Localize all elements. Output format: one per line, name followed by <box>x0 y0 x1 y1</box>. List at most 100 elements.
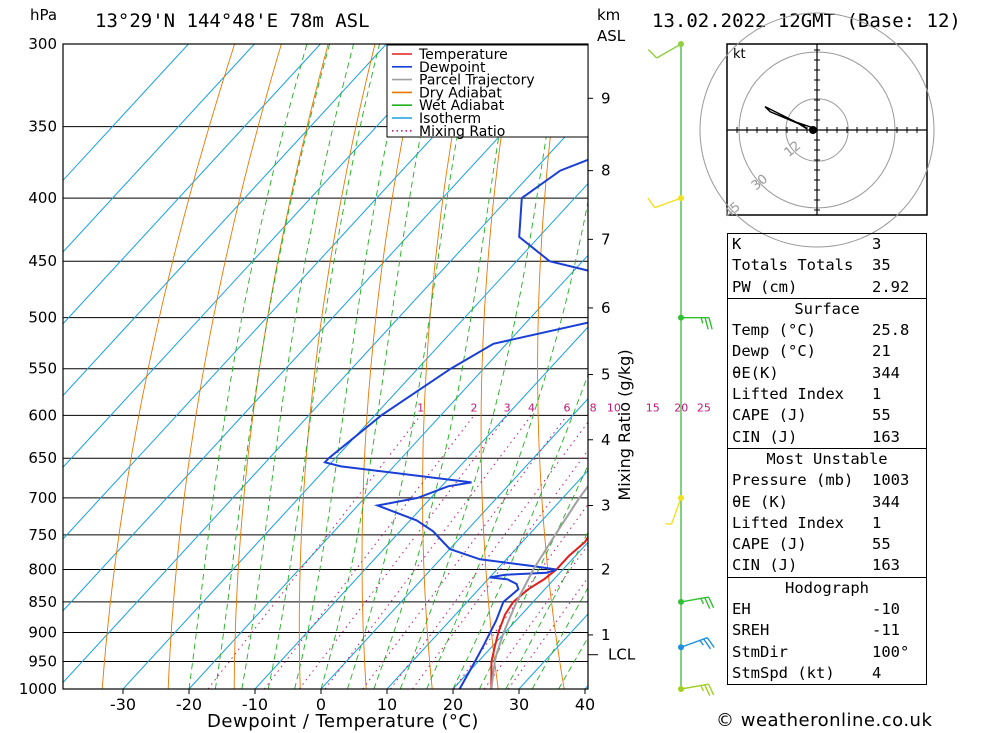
pressure-tick-label: 600 <box>28 406 57 424</box>
wind-barb-point <box>678 494 684 501</box>
index-value: 25.8 <box>872 321 910 340</box>
index-label: K <box>732 235 742 253</box>
wet-adiabat-line <box>373 44 516 689</box>
isotherm-line <box>63 44 189 182</box>
indices-row: PW (cm) 2.92 <box>728 277 927 299</box>
index-value: 163 <box>872 427 900 446</box>
index-value: 35 <box>872 256 891 275</box>
isotherm-line <box>320 398 588 689</box>
indices-row: EH -10 <box>728 599 927 620</box>
indices-row: Pressure (mb) 1003 <box>728 470 927 491</box>
wind-barb-flag <box>704 597 711 609</box>
isotherm-line <box>63 44 255 253</box>
index-label: CAPE (J) <box>732 406 807 425</box>
wind-barb-shaft <box>670 497 682 525</box>
dry-adiabat-line <box>233 44 329 689</box>
index-label: Surface <box>727 297 927 321</box>
wind-barb-point <box>678 41 684 47</box>
isotherm-line <box>63 44 519 540</box>
height-tick-label: 9 <box>601 89 611 107</box>
mixing-ratio-axis-title: Mixing Ratio (g/kg) <box>615 349 634 500</box>
wind-barb-flag <box>700 685 705 692</box>
mixing-ratio-line <box>324 415 532 689</box>
indices-row: Dewp (°C) 21 <box>728 341 927 362</box>
isotherm-line <box>386 469 588 689</box>
wind-barb-point <box>678 644 684 651</box>
height-unit-label-2: ASL <box>597 27 626 45</box>
wind-barb-point <box>678 686 684 692</box>
index-label: Dewp (°C) <box>732 342 816 361</box>
index-value: 1003 <box>872 471 910 490</box>
wind-barb-shaft <box>656 43 682 59</box>
index-value: 3 <box>872 235 882 253</box>
index-label: CAPE (J) <box>732 535 807 554</box>
mixing-ratio-label: 4 <box>528 401 535 414</box>
wind-barb-flag <box>706 637 715 648</box>
mixing-ratio-label: 1 <box>417 401 424 414</box>
indices-row: Surface <box>727 297 927 321</box>
indices-table: K 3 Totals Totals 35 PW (cm) 2.92 Surface Temp … <box>727 233 927 686</box>
legend-label: Wet Adiabat <box>419 98 505 114</box>
index-label: Pressure (mb) <box>732 471 854 490</box>
height-tick-label: 5 <box>601 366 611 384</box>
pressure-tick-label: 500 <box>28 309 57 327</box>
wind-barb-flag <box>704 684 711 696</box>
indices-row: Totals Totals 35 <box>728 255 927 276</box>
legend-label: Isotherm <box>419 111 481 127</box>
indices-row: CIN (J) 163 <box>728 427 927 449</box>
dry-adiabat-line <box>646 44 697 689</box>
index-label: Totals Totals <box>732 256 854 275</box>
pressure-tick-label: 350 <box>28 118 57 136</box>
isotherm-line <box>63 44 585 612</box>
isotherm-line <box>63 44 321 325</box>
wet-adiabat-line <box>452 373 588 689</box>
x-tick-label: 20 <box>443 695 463 714</box>
wind-barb-point <box>678 195 684 202</box>
indices-row: Lifted Index 1 <box>728 384 927 405</box>
wind-barb-flag <box>647 197 656 209</box>
wind-barb-flag <box>708 317 713 330</box>
wet-adiabat-line <box>426 198 588 689</box>
mixing-ratio-label: 10 <box>607 401 621 414</box>
index-label: PW (cm) <box>732 277 798 296</box>
pressure-tick-label: 300 <box>28 35 57 53</box>
pressure-tick-label: 750 <box>28 526 57 544</box>
index-label: Most Unstable <box>727 447 927 471</box>
x-tick-label: -10 <box>242 695 268 714</box>
plot-frame <box>62 43 589 690</box>
index-value: 100° <box>872 642 910 661</box>
wind-barb-shaft <box>654 197 682 209</box>
wet-adiabat-line <box>479 464 588 689</box>
pressure-tick-label: 400 <box>28 189 57 207</box>
pressure-tick-label: 800 <box>28 560 57 578</box>
index-label: Lifted Index <box>732 513 844 532</box>
pressure-tick-label: 1000 <box>19 680 57 698</box>
indices-row: θE(K) 344 <box>728 363 927 384</box>
index-value: 55 <box>872 406 891 425</box>
x-tick-label: 40 <box>575 695 595 714</box>
index-label: SREH <box>732 621 770 640</box>
pressure-tick-label: 850 <box>28 593 57 611</box>
wind-barb-flag <box>699 639 704 646</box>
x-tick-label: 30 <box>509 695 529 714</box>
wet-adiabat-line <box>267 44 380 689</box>
isotherm-line <box>254 326 588 689</box>
indices-row: StmSpd (kt) 4 <box>728 663 927 685</box>
legend-label: Dewpoint <box>419 60 486 76</box>
parcel-trajectory-line <box>490 484 588 689</box>
index-label: CIN (J) <box>732 427 798 446</box>
wet-adiabat-line <box>399 44 562 689</box>
index-label: StmSpd (kt) <box>732 663 835 682</box>
storm-motion-marker <box>809 126 817 134</box>
index-label: EH <box>732 600 751 619</box>
mixing-ratio-line <box>263 415 475 689</box>
copyright-footer: © weatheronline.co.uk <box>716 710 933 731</box>
wind-barb-flag <box>700 598 705 605</box>
legend-label: Dry Adiabat <box>419 85 502 101</box>
indices-row: Lifted Index 1 <box>728 513 927 534</box>
pressure-tick-label: 700 <box>28 489 57 507</box>
index-value: 21 <box>872 342 891 361</box>
wet-adiabat-line <box>294 44 409 689</box>
